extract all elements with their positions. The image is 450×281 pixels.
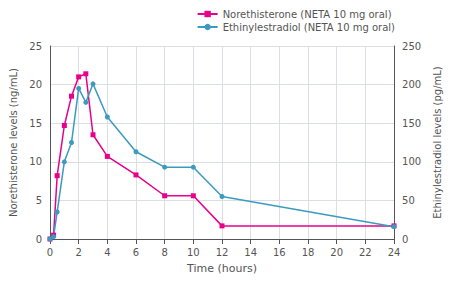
svg-text:150: 150 xyxy=(402,118,421,129)
svg-text:100: 100 xyxy=(402,156,421,167)
svg-text:16: 16 xyxy=(273,247,286,258)
svg-text:25: 25 xyxy=(29,41,42,52)
svg-text:10: 10 xyxy=(187,247,200,258)
svg-text:18: 18 xyxy=(302,247,315,258)
svg-text:0: 0 xyxy=(402,234,408,245)
svg-text:Norethisterone levels (ng/mL): Norethisterone levels (ng/mL) xyxy=(8,68,19,217)
svg-text:10: 10 xyxy=(29,156,42,167)
svg-text:12: 12 xyxy=(216,247,229,258)
svg-text:14: 14 xyxy=(244,247,257,258)
svg-text:4: 4 xyxy=(104,247,110,258)
svg-text:20: 20 xyxy=(29,79,42,90)
svg-text:50: 50 xyxy=(402,195,415,206)
svg-text:6: 6 xyxy=(133,247,139,258)
svg-text:Ethinylestradiol levels (pg/mL: Ethinylestradiol levels (pg/mL) xyxy=(432,66,443,219)
svg-text:22: 22 xyxy=(359,247,372,258)
svg-text:Time (hours): Time (hours) xyxy=(186,262,257,275)
svg-text:20: 20 xyxy=(330,247,343,258)
svg-text:250: 250 xyxy=(402,41,421,52)
svg-text:200: 200 xyxy=(402,79,421,90)
svg-text:24: 24 xyxy=(388,247,401,258)
svg-text:Norethisterone (NETA 10 mg ora: Norethisterone (NETA 10 mg oral) xyxy=(223,9,392,20)
svg-text:2: 2 xyxy=(75,247,81,258)
svg-text:Ethinylestradiol (NETA 10 mg o: Ethinylestradiol (NETA 10 mg oral) xyxy=(223,22,395,33)
svg-text:15: 15 xyxy=(29,118,42,129)
svg-text:5: 5 xyxy=(36,195,42,206)
svg-text:8: 8 xyxy=(161,247,167,258)
svg-text:0: 0 xyxy=(36,234,42,245)
svg-text:0: 0 xyxy=(47,247,53,258)
